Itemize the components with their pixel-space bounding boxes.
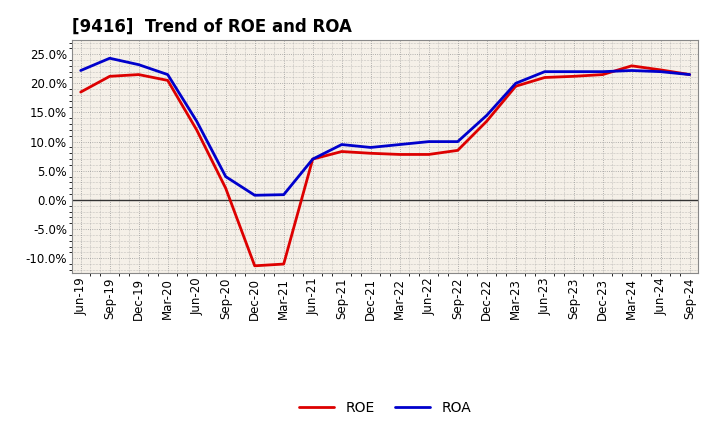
ROE (395, 152, 404, 157)
ROE (685, 72, 694, 77)
ROE (541, 75, 549, 80)
ROA (279, 192, 288, 197)
Line: ROE: ROE (81, 66, 690, 266)
ROE (657, 67, 665, 73)
ROA (482, 113, 491, 118)
ROA (424, 139, 433, 144)
ROE (221, 186, 230, 191)
Text: [9416]  Trend of ROE and ROA: [9416] Trend of ROE and ROA (72, 17, 352, 35)
ROA (76, 68, 85, 73)
ROE (308, 157, 317, 162)
ROE (105, 73, 114, 79)
ROE (454, 148, 462, 153)
ROE (627, 63, 636, 69)
ROE (598, 72, 607, 77)
ROA (454, 139, 462, 144)
Legend: ROE, ROA: ROE, ROA (300, 401, 471, 415)
ROA (221, 174, 230, 179)
ROA (163, 72, 172, 77)
ROE (279, 261, 288, 267)
ROE (424, 152, 433, 157)
ROE (163, 78, 172, 83)
ROA (570, 69, 578, 74)
Line: ROA: ROA (81, 58, 690, 195)
ROA (192, 118, 201, 124)
ROA (657, 69, 665, 74)
ROE (511, 84, 520, 89)
ROA (251, 193, 259, 198)
ROE (76, 89, 85, 95)
ROE (135, 72, 143, 77)
ROE (570, 73, 578, 79)
ROA (135, 62, 143, 67)
ROA (541, 69, 549, 74)
ROA (395, 142, 404, 147)
ROA (338, 142, 346, 147)
ROA (366, 145, 375, 150)
ROE (251, 263, 259, 268)
ROA (685, 72, 694, 77)
ROA (105, 55, 114, 61)
ROE (366, 150, 375, 156)
ROA (598, 69, 607, 74)
ROE (338, 149, 346, 154)
ROA (308, 157, 317, 162)
ROA (627, 68, 636, 73)
ROE (482, 118, 491, 124)
ROE (192, 127, 201, 132)
ROA (511, 81, 520, 86)
